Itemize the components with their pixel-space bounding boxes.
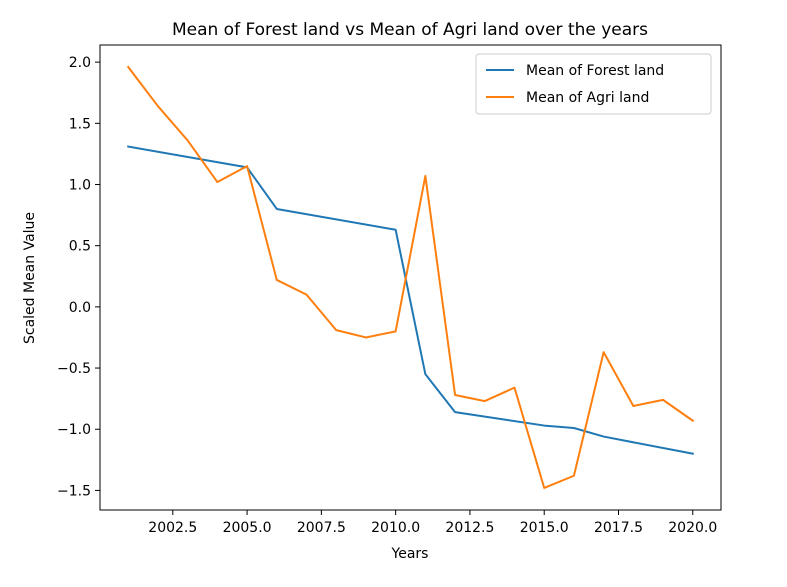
x-tick-label: 2012.5 (445, 520, 494, 536)
y-tick-label: −0.5 (57, 361, 91, 377)
y-tick-label: −1.0 (57, 422, 91, 438)
x-tick-label: 2015.0 (520, 520, 569, 536)
legend: Mean of Forest land Mean of Agri land (475, 53, 712, 115)
y-tick-label: 0.0 (69, 300, 91, 316)
y-tick-label: 1.5 (69, 116, 91, 132)
legend-label: Mean of Agri land (526, 90, 649, 106)
y-axis-label: Scaled Mean Value (22, 212, 38, 344)
x-axis: 2002.5 2005.0 2007.5 2010.0 2012.5 2015.0 2017… (148, 510, 717, 536)
series-layer (126, 65, 695, 489)
x-tick-label: 2007.5 (297, 520, 346, 536)
series-line-1 (127, 145, 694, 455)
x-tick-label: 2005.0 (223, 520, 272, 536)
plot-frame (99, 44, 722, 511)
x-tick-label: 2002.5 (148, 520, 197, 536)
x-axis-label: Years (391, 546, 429, 562)
y-tick-label: 2.0 (69, 55, 91, 71)
x-tick-label: 2017.5 (594, 520, 643, 536)
y-tick-label: 0.5 (69, 239, 91, 255)
legend-box (475, 53, 712, 115)
x-tick-label: 2020.0 (668, 520, 717, 536)
legend-label: Mean of Forest land (526, 63, 664, 79)
series-line-2 (126, 65, 695, 489)
y-tick-label: −1.5 (57, 483, 91, 499)
chart-title: Mean of Forest land vs Mean of Agri land… (172, 20, 648, 40)
y-axis: −1.5 −1.0 −0.5 0.0 0.5 1.0 1.5 2.0 (57, 55, 100, 499)
y-tick-label: 1.0 (69, 178, 91, 194)
x-tick-label: 2010.0 (371, 520, 420, 536)
